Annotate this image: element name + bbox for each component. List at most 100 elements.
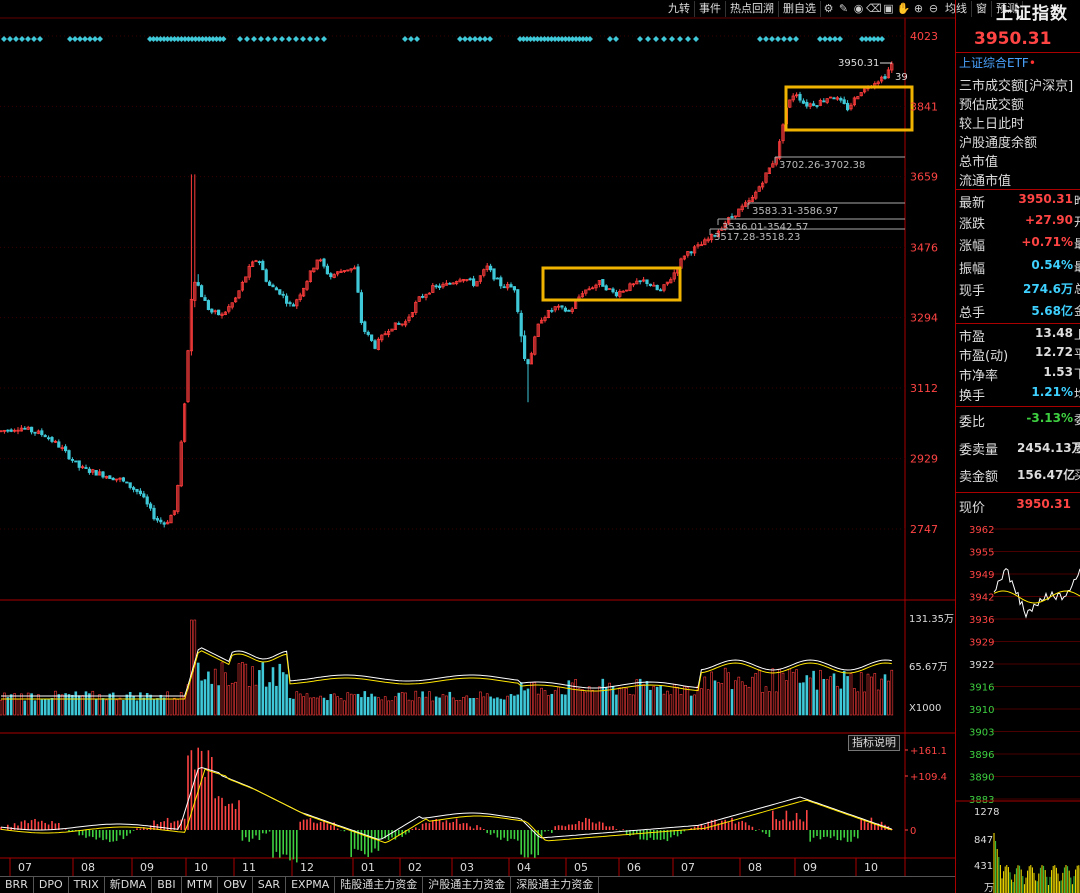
mini-tick-label: 3910 bbox=[969, 705, 994, 716]
volume-bar bbox=[506, 695, 509, 716]
candle-body bbox=[373, 340, 377, 349]
candle-body bbox=[825, 98, 829, 103]
info-float-market-cap: 流通市值 bbox=[959, 174, 1012, 189]
signal-marker bbox=[199, 36, 206, 42]
tab-new-dma[interactable]: 新DMA bbox=[105, 877, 153, 893]
candle-body bbox=[329, 273, 333, 278]
tab-dpo[interactable]: DPO bbox=[34, 877, 69, 893]
tab-mtm[interactable]: MTM bbox=[182, 877, 219, 893]
candle bbox=[9, 428, 13, 433]
candle bbox=[662, 284, 666, 293]
hot-review-button[interactable]: 热点回溯 bbox=[726, 0, 779, 17]
zoom-box-icon[interactable]: ▣ bbox=[883, 1, 894, 15]
volume-bar bbox=[635, 679, 639, 716]
candle-body bbox=[852, 97, 857, 106]
related-etf-link[interactable]: 上证综合ETF• bbox=[959, 56, 1036, 70]
volume-bar bbox=[547, 695, 550, 716]
volume-bar bbox=[50, 698, 54, 716]
signal-marker bbox=[414, 36, 420, 42]
volume-bars[interactable]: 131.35万 65.67万 X1000 bbox=[0, 614, 954, 716]
candle bbox=[458, 277, 462, 283]
volume-bar bbox=[162, 697, 166, 716]
tab-obv[interactable]: OBV bbox=[218, 877, 253, 893]
candle-body bbox=[74, 460, 78, 463]
window-button[interactable]: 窗 bbox=[972, 0, 992, 17]
indicator-macd[interactable]: +161.1 +109.4 0 bbox=[0, 746, 947, 863]
candle-body bbox=[856, 96, 860, 100]
price-axis: 4023 3841 3659 3476 3294 3112 2929 2747 bbox=[910, 30, 938, 536]
signal-marker bbox=[562, 36, 569, 42]
candle bbox=[206, 299, 210, 311]
volume-bar bbox=[135, 700, 139, 716]
candle bbox=[356, 263, 360, 293]
hand-icon[interactable]: ✋ bbox=[896, 1, 911, 15]
last-price-label: 3950.31 bbox=[838, 58, 879, 69]
month-label: 09 bbox=[140, 861, 154, 874]
candle bbox=[254, 259, 258, 263]
candle-body bbox=[380, 334, 384, 341]
candle bbox=[621, 290, 625, 293]
volume-bar bbox=[203, 679, 207, 716]
candle bbox=[852, 96, 857, 107]
candlesticks[interactable] bbox=[0, 61, 894, 528]
candle-body bbox=[771, 163, 775, 168]
candle bbox=[213, 309, 217, 315]
candle-body bbox=[471, 278, 476, 286]
zoom-out-icon[interactable]: ⊖ bbox=[928, 1, 939, 15]
remove-watchlist-button[interactable]: 删自选 bbox=[779, 0, 821, 17]
tab-sar[interactable]: SAR bbox=[253, 877, 287, 893]
kline-chart-area[interactable]: 3702.26-3702.38 3583.31-3586.97 3536.01-35… bbox=[0, 0, 955, 876]
tab-expma[interactable]: EXPMA bbox=[286, 877, 336, 893]
signal-marker bbox=[822, 36, 828, 42]
candle-body bbox=[761, 182, 765, 188]
candle bbox=[614, 289, 619, 298]
candle bbox=[437, 283, 442, 291]
candle bbox=[135, 488, 139, 495]
tab-brr[interactable]: BRR bbox=[0, 877, 34, 893]
candle bbox=[182, 402, 187, 443]
tab-northbound-flow[interactable]: 陆股通主力资金 bbox=[335, 877, 424, 893]
volume-ma-yellow bbox=[1, 650, 892, 700]
volume-bar bbox=[285, 674, 288, 716]
candle bbox=[801, 98, 806, 105]
candle bbox=[618, 289, 622, 299]
candle-body bbox=[60, 447, 64, 449]
candle-body bbox=[305, 281, 309, 290]
pen-icon[interactable]: ✎ bbox=[838, 1, 849, 15]
candle-body bbox=[621, 290, 625, 293]
signal-marker bbox=[573, 36, 579, 42]
signal-marker bbox=[548, 36, 555, 42]
candle bbox=[560, 305, 564, 310]
volume-bar bbox=[118, 697, 122, 716]
ma-button[interactable]: 均线 bbox=[941, 0, 972, 17]
zoom-in-icon[interactable]: ⊕ bbox=[913, 1, 924, 15]
candle bbox=[363, 320, 367, 335]
candle-body bbox=[349, 268, 353, 271]
volume-bar bbox=[23, 700, 27, 716]
mini-tick-label: 3896 bbox=[969, 750, 994, 761]
forecast-button[interactable]: 预测 bbox=[992, 0, 1023, 17]
candle-body bbox=[50, 436, 54, 442]
eye-icon[interactable]: ◉ bbox=[853, 1, 864, 15]
candle bbox=[512, 286, 517, 293]
volume-bar bbox=[632, 694, 635, 716]
candle-body bbox=[233, 297, 238, 303]
candle bbox=[33, 431, 37, 436]
settings-icon[interactable]: ⚙ bbox=[823, 1, 834, 15]
volume-bar bbox=[666, 690, 669, 716]
jiuzhuan-button[interactable]: 九转 bbox=[664, 0, 695, 17]
tab-bbi[interactable]: BBI bbox=[152, 877, 182, 893]
signal-marker bbox=[467, 36, 473, 42]
tab-shanghai-connect-flow[interactable]: 沪股通主力资金 bbox=[423, 877, 512, 893]
tab-shenzhen-connect-flow[interactable]: 深股通主力资金 bbox=[511, 877, 600, 893]
indicator-help-button[interactable]: 指标说明 bbox=[848, 735, 900, 751]
trash-icon[interactable]: ⌫ bbox=[866, 1, 882, 15]
candle-body bbox=[128, 482, 132, 488]
intraday-mini-chart[interactable]: 3962 3955 3949 3942 3936 3929 3922 3916 3910 3903… bbox=[956, 519, 1080, 893]
signal-marker bbox=[827, 36, 833, 42]
event-button[interactable]: 事件 bbox=[695, 0, 726, 17]
candle bbox=[250, 260, 255, 268]
candle bbox=[818, 98, 823, 106]
tab-trix[interactable]: TRIX bbox=[69, 877, 105, 893]
volume-bar bbox=[319, 695, 322, 716]
